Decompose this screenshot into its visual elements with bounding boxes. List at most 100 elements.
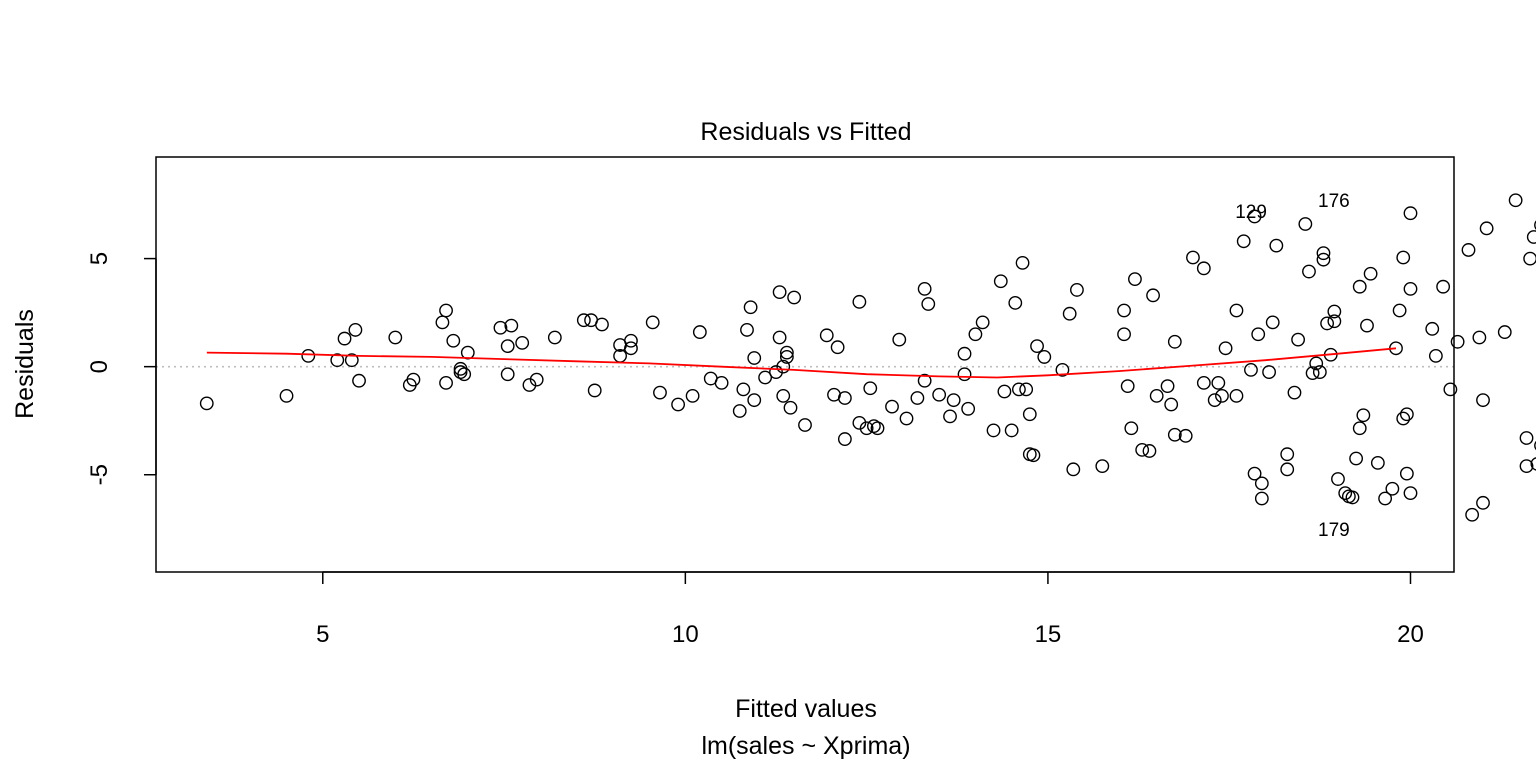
residual-point — [406, 372, 421, 387]
residual-point — [301, 348, 316, 363]
point-id-labels-layer: 129 176 179 — [1235, 191, 1350, 541]
residual-point — [1428, 348, 1443, 363]
residual-point — [1117, 303, 1131, 318]
residual-point — [1149, 388, 1164, 403]
residual-point — [1196, 375, 1211, 390]
residual-point — [1251, 327, 1266, 342]
residual-point — [1247, 466, 1262, 481]
residual-point — [685, 388, 700, 403]
y-axis-label: Residuals — [11, 309, 39, 419]
residual-point — [783, 400, 798, 415]
residual-point — [943, 409, 957, 424]
residual-point — [1399, 466, 1414, 481]
residual-point — [798, 418, 812, 432]
residual-point — [1160, 379, 1175, 394]
residual-point — [1327, 304, 1342, 319]
residual-point — [1331, 472, 1345, 486]
residual-point — [870, 421, 885, 436]
smooth-line-layer — [206, 347, 1397, 379]
residual-point — [772, 285, 787, 299]
model-formula-caption: lm(sales ~ Xprima) — [701, 732, 910, 760]
point-id-label: 179 — [1318, 520, 1350, 541]
residual-point — [1479, 221, 1494, 236]
residual-point — [1534, 440, 1536, 451]
residual-point — [1476, 393, 1490, 408]
residual-point — [1164, 397, 1179, 412]
residual-point — [852, 294, 867, 309]
smooth-trend-line — [206, 347, 1397, 379]
residual-point — [1167, 334, 1182, 349]
residual-point — [1022, 407, 1037, 422]
residual-point — [1196, 261, 1211, 276]
residual-point — [1229, 303, 1244, 318]
residual-point — [1360, 318, 1374, 333]
residual-point — [1461, 243, 1476, 257]
residual-point — [1207, 393, 1222, 408]
residual-point — [1530, 457, 1536, 471]
residual-point — [624, 333, 638, 348]
residual-point — [348, 323, 363, 337]
residual-point — [968, 327, 983, 342]
residual-point — [1066, 462, 1081, 477]
residual-point — [787, 290, 802, 305]
residual-point — [500, 339, 515, 354]
residual-point — [1265, 315, 1280, 330]
residual-point — [435, 315, 450, 330]
residual-point — [1519, 459, 1534, 473]
residual-point — [1309, 356, 1324, 371]
residual-point — [1508, 193, 1523, 208]
residual-points-layer — [199, 193, 1536, 522]
residual-point — [779, 345, 794, 360]
residual-point — [1055, 363, 1070, 377]
residual-point — [1327, 314, 1342, 329]
residual-point — [1396, 411, 1411, 426]
residual-point — [1523, 251, 1536, 266]
residual-point — [1254, 476, 1269, 491]
y-tick-label: -5 — [86, 464, 113, 485]
residual-point — [732, 404, 747, 418]
x-tick-label: 5 — [316, 621, 329, 648]
residual-point — [1320, 316, 1335, 331]
residual-point — [1135, 442, 1150, 457]
residual-point — [547, 330, 562, 345]
residual-point — [1287, 385, 1302, 400]
residual-point — [1262, 365, 1276, 379]
residual-point — [776, 388, 791, 403]
residual-point — [1519, 431, 1534, 445]
residual-point — [1167, 427, 1182, 442]
residual-point — [986, 423, 1001, 438]
residual-point — [1370, 455, 1385, 470]
residual-point — [1392, 303, 1407, 318]
residual-point — [1211, 375, 1226, 390]
residual-point — [1004, 423, 1019, 438]
y-axis: -5 0 5 — [86, 252, 157, 485]
residual-point — [1254, 491, 1269, 506]
residual-point — [1026, 448, 1041, 463]
x-tick-label: 15 — [1035, 621, 1062, 648]
residual-point — [892, 332, 907, 347]
residual-point — [1534, 220, 1536, 230]
residual-point — [1291, 332, 1305, 347]
residual-point — [910, 391, 925, 405]
residual-point — [1403, 281, 1418, 296]
residual-point — [1146, 288, 1160, 303]
residual-point — [1298, 217, 1313, 231]
residual-point — [1095, 459, 1110, 473]
residual-point — [645, 315, 660, 330]
residual-point — [1316, 252, 1331, 267]
residual-point — [1269, 238, 1284, 253]
residual-point — [1363, 266, 1378, 281]
x-axis: 5 10 15 20 — [316, 571, 1424, 648]
residual-point — [917, 281, 932, 296]
residual-point — [714, 375, 729, 390]
residual-point — [779, 350, 794, 364]
residual-point — [330, 353, 345, 368]
residual-point — [1436, 279, 1451, 294]
residual-point — [957, 367, 972, 382]
residual-point — [1425, 321, 1440, 336]
residual-point — [522, 378, 537, 392]
residual-point — [446, 333, 461, 348]
residual-point — [1338, 486, 1353, 501]
residual-point — [1120, 379, 1135, 394]
